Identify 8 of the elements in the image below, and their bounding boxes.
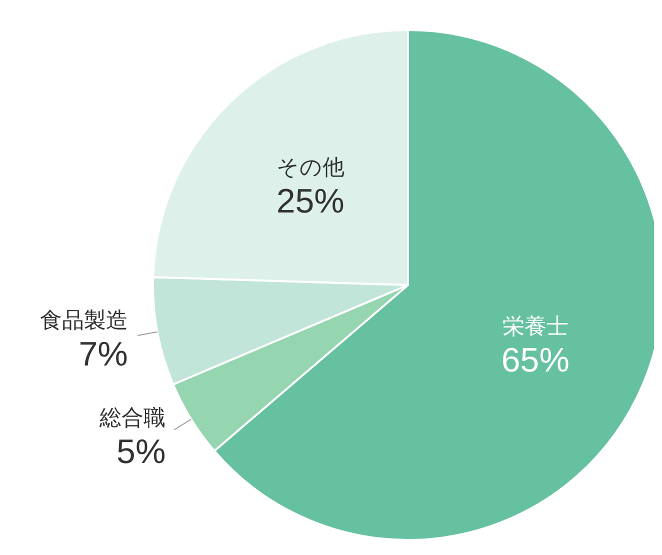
slice-label: 栄養士 — [502, 314, 568, 340]
data-label: 7% — [78, 335, 128, 374]
data-label: 5% — [116, 433, 166, 472]
slice-label: その他 — [276, 155, 344, 180]
data-label: 25% — [276, 182, 344, 220]
data-label: 65% — [501, 342, 570, 380]
slice-label: 食品製造 — [40, 308, 128, 334]
slice-label: 総合職 — [98, 406, 166, 432]
